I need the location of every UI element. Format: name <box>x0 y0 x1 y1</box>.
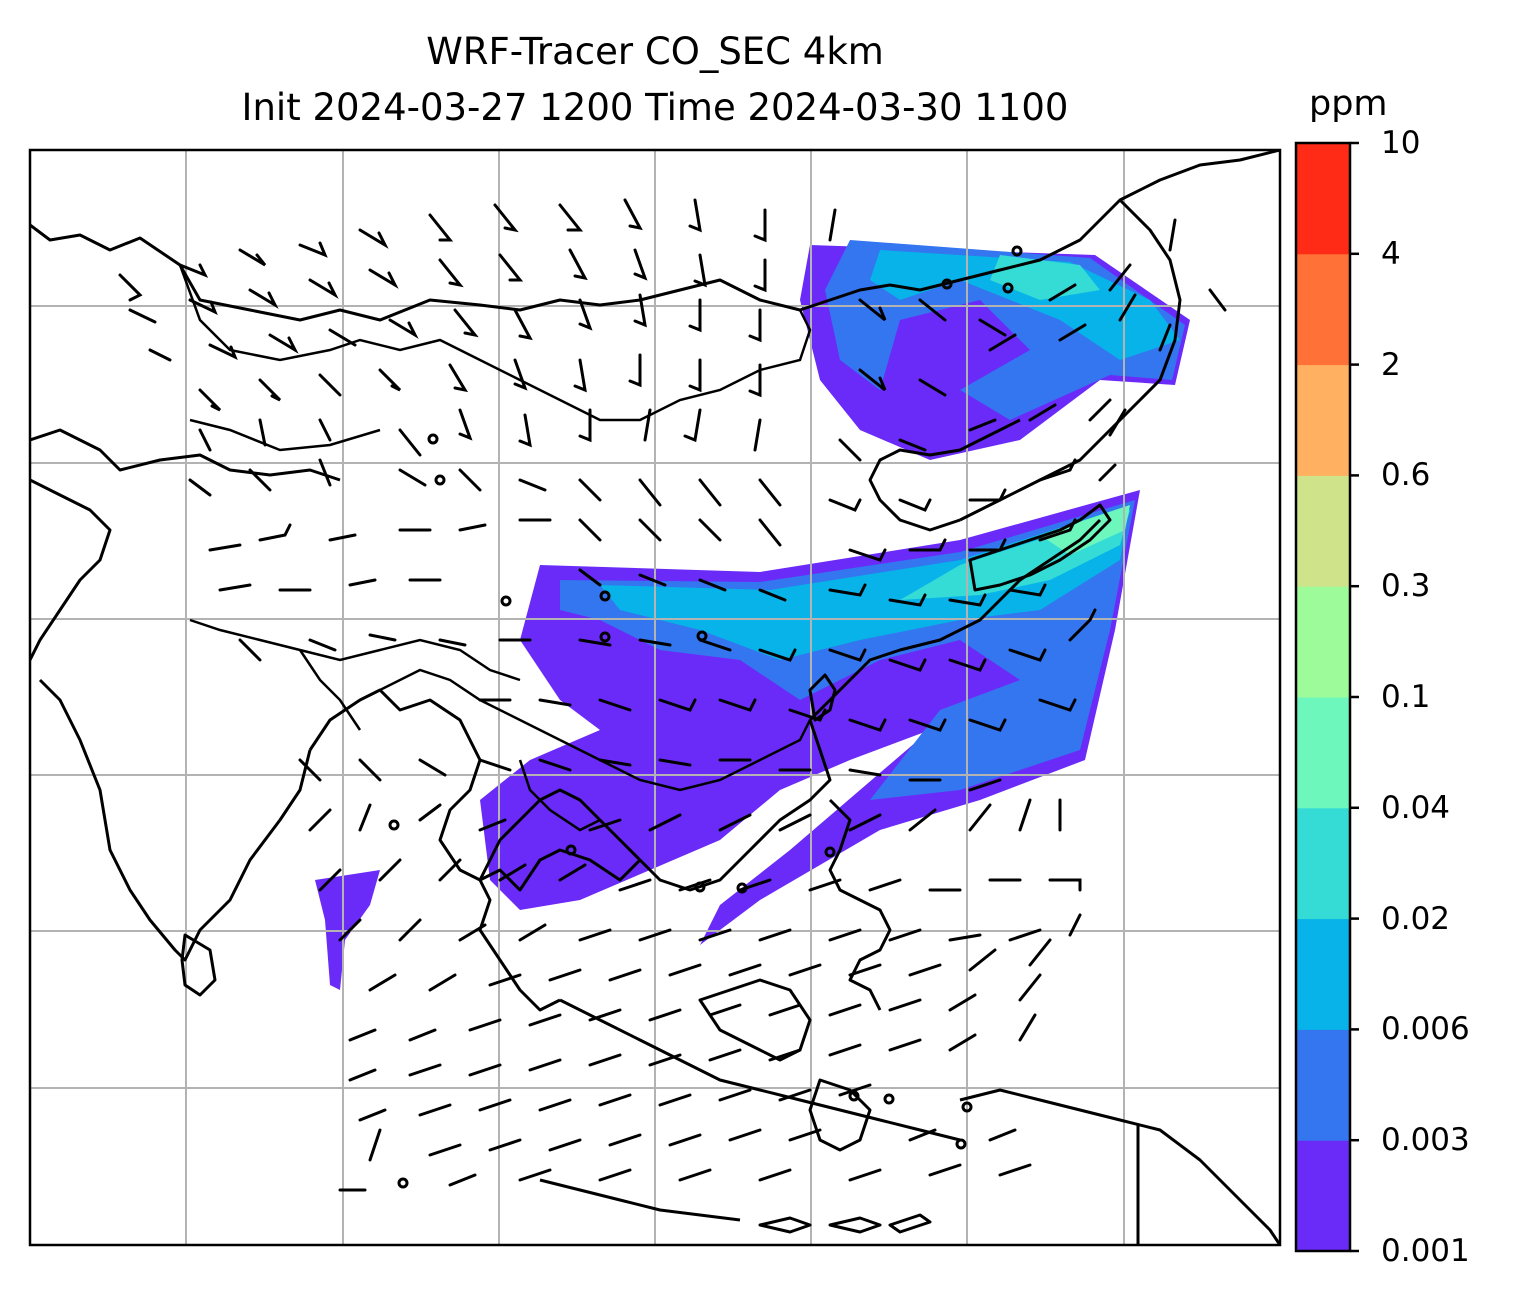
colorbar-segment <box>1296 807 1350 920</box>
colorbar-segment <box>1296 918 1350 1030</box>
colorbar-tick-label: 0.006 <box>1381 1011 1470 1048</box>
colorbar-segment <box>1296 143 1350 255</box>
colorbar-tick-label: 0.6 <box>1381 457 1431 494</box>
colorbar-segment <box>1296 364 1350 476</box>
colorbar-unit-label: ppm <box>1309 84 1388 124</box>
wind-barbs <box>118 198 1227 1192</box>
colorbar-segment <box>1296 1029 1350 1141</box>
plume-central-core <box>600 505 1130 660</box>
map-title-line2: Init 2024-03-27 1200 Time 2024-03-30 110… <box>241 86 1069 129</box>
colorbar-segment <box>1296 586 1350 698</box>
colorbar-tick-label: 10 <box>1381 125 1421 161</box>
colorbar-tick-label: 4 <box>1381 235 1401 272</box>
colorbar-tick-label: 0.003 <box>1381 1122 1470 1159</box>
colorbar-segment <box>1296 253 1350 366</box>
calm-wind-markers <box>388 245 1023 1189</box>
gridlines <box>30 150 1280 1245</box>
map-frame <box>28 148 1282 1247</box>
colorbar-segment <box>1296 697 1350 809</box>
coastlines <box>30 150 1280 1245</box>
colorbar-tick-label: 0.3 <box>1381 568 1431 605</box>
colorbar-tick-label: 0.02 <box>1381 900 1451 937</box>
map-title-line1: WRF-Tracer CO_SEC 4km <box>426 30 884 73</box>
colorbar-tick-label: 0.001 <box>1381 1233 1470 1269</box>
colorbar-tick-label: 2 <box>1381 346 1401 383</box>
colorbar-tick-label: 0.04 <box>1381 789 1451 826</box>
colorbar-segment <box>1296 475 1350 587</box>
colorbar-tick-label: 0.1 <box>1381 679 1431 715</box>
colorbar-segment <box>1296 1140 1350 1252</box>
